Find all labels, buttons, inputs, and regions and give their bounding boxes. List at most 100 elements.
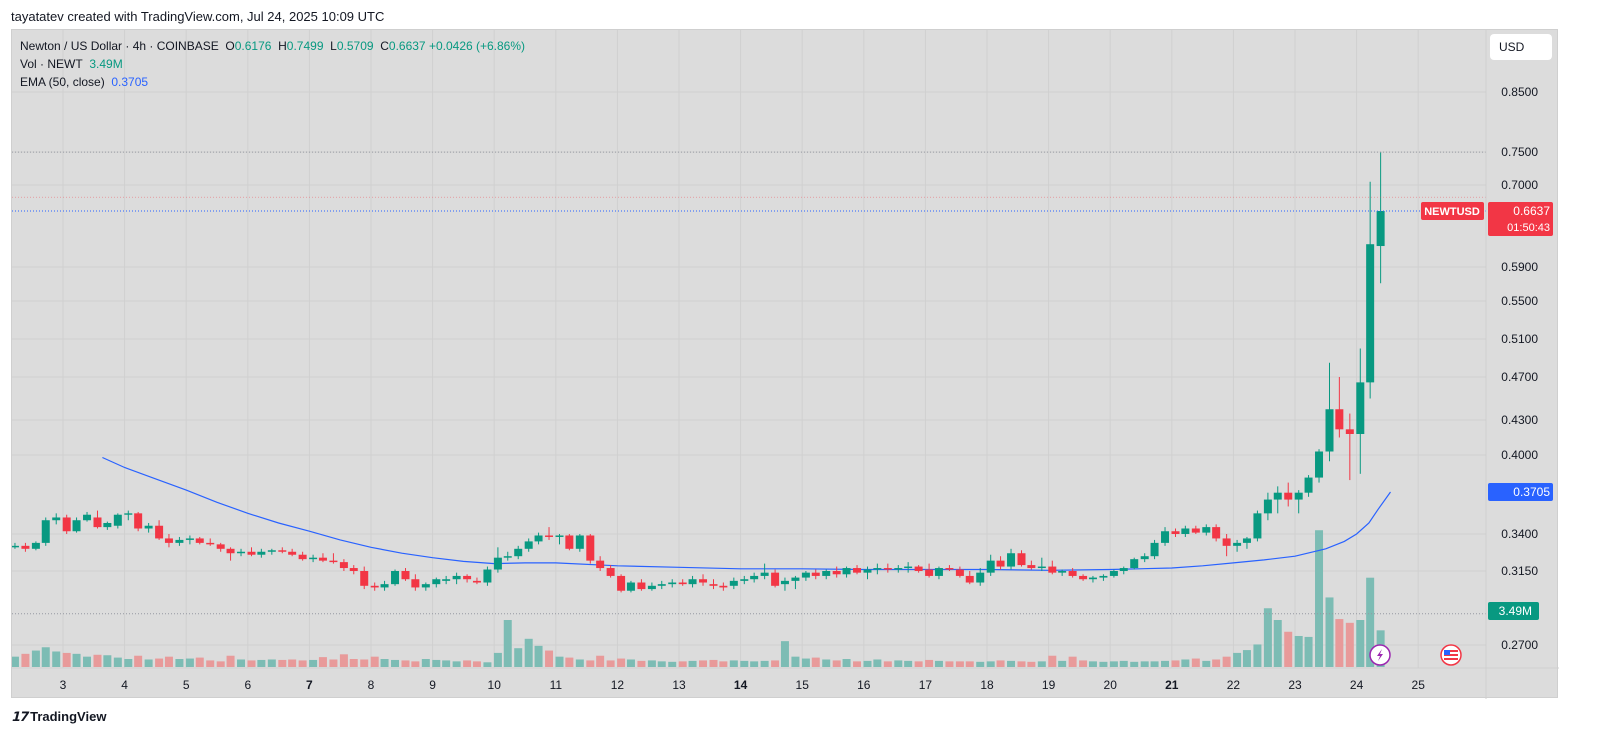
candle-body — [647, 585, 656, 590]
candle — [801, 571, 810, 581]
candle-body — [883, 568, 892, 570]
candle-body — [237, 551, 246, 554]
volume-bar — [1171, 660, 1180, 667]
candle-body — [257, 551, 266, 555]
candle — [1253, 510, 1262, 542]
candle-body — [503, 556, 512, 558]
volume-bar — [842, 659, 851, 667]
candle — [1088, 575, 1097, 583]
candle-body — [617, 575, 626, 591]
candle-body — [442, 579, 451, 581]
candle — [1356, 348, 1365, 474]
volume-bar — [432, 659, 441, 667]
volume-bar — [883, 661, 892, 667]
price-axis-label: 0.7500 — [1501, 145, 1538, 159]
time-axis-label: 23 — [1288, 678, 1302, 692]
candle-body — [21, 545, 30, 549]
candle-body — [493, 557, 502, 570]
volume-bar — [206, 660, 215, 667]
volume-bar — [257, 659, 266, 667]
currency-button[interactable]: USD — [1490, 34, 1552, 60]
candle — [134, 511, 143, 532]
candle-body — [1273, 492, 1282, 500]
volume-bar — [144, 659, 153, 667]
candle-body — [206, 542, 215, 545]
volume-bar — [267, 659, 276, 667]
candle — [822, 569, 831, 580]
volume-bar — [380, 659, 389, 667]
candle — [62, 514, 71, 534]
candle-body — [62, 517, 71, 532]
candle — [1048, 560, 1057, 575]
candle-body — [216, 544, 225, 549]
volume-bar — [791, 656, 800, 667]
volume-bar — [1273, 620, 1282, 667]
chart-pane[interactable]: 0.8500 0.7500 0.7000 0.5900 0.5500 0.5100 0.47… — [11, 29, 1559, 699]
candle-body — [226, 548, 235, 554]
volume-bar — [472, 661, 481, 667]
time-axis-label: 22 — [1227, 678, 1241, 692]
candle — [1027, 560, 1036, 570]
candle-body — [1058, 571, 1067, 573]
time-axis-label: 14 — [734, 678, 748, 692]
candle — [309, 554, 318, 563]
candle — [1233, 539, 1242, 552]
time-axis[interactable]: 3 4 5 6 7 8 9 10 11 12 13 14 15 16 17 18 19 20 21 22 23 24 25 — [12, 667, 1559, 692]
candle — [780, 577, 789, 591]
candle-body — [606, 568, 615, 576]
us-flag-icon[interactable] — [1440, 644, 1462, 666]
volume-bar — [72, 653, 81, 667]
volume-bar — [904, 660, 913, 667]
legend-ema[interactable]: EMA (50, close) 0.3705 — [20, 75, 148, 89]
candle — [760, 563, 769, 580]
volume-bar — [370, 656, 379, 667]
candle-body — [1109, 571, 1118, 576]
candle-body — [914, 566, 923, 571]
time-axis-label: 21 — [1165, 678, 1179, 692]
volume-bar — [1037, 661, 1046, 667]
legend-ema-label: EMA (50, close) — [20, 75, 105, 89]
candle — [1202, 524, 1211, 536]
volume-bar — [226, 655, 235, 667]
candle — [1079, 574, 1088, 581]
candle-body — [164, 538, 173, 543]
candle-body — [524, 541, 533, 549]
candle — [914, 565, 923, 573]
volume-bar — [483, 662, 492, 667]
candle-body — [873, 568, 882, 570]
price-axis-label: 0.4700 — [1501, 370, 1538, 384]
candle-body — [1099, 575, 1108, 578]
candle — [565, 534, 574, 551]
candle-body — [1017, 553, 1026, 566]
volume-bar — [1119, 660, 1128, 667]
lightning-icon[interactable] — [1369, 644, 1391, 666]
volume-bar — [237, 659, 246, 667]
candle-body — [1212, 527, 1221, 539]
candle-body — [709, 584, 718, 586]
candle — [678, 579, 687, 586]
volume-bar — [309, 659, 318, 667]
candle-body — [1356, 382, 1365, 434]
candle-body — [1150, 542, 1159, 557]
volume-bar — [976, 661, 985, 667]
candle-body — [134, 513, 143, 529]
legend-low-label: L — [330, 39, 337, 53]
candle — [421, 582, 430, 591]
candle-body — [586, 535, 595, 561]
price-axis-label: 0.2700 — [1501, 638, 1538, 652]
candle — [1335, 377, 1344, 438]
price-axis[interactable]: 0.8500 0.7500 0.7000 0.5900 0.5500 0.5100 0.47… — [1485, 30, 1538, 699]
candle-body — [83, 514, 92, 521]
price-chart[interactable]: 0.8500 0.7500 0.7000 0.5900 0.5500 0.5100 0.47… — [12, 30, 1559, 699]
legend-volume[interactable]: Vol · NEWT 3.49M — [20, 57, 123, 71]
candle — [175, 536, 184, 546]
tradingview-logo-icon: 𝟭𝟳 — [11, 709, 28, 724]
volume-bar — [1181, 659, 1190, 667]
candle-body — [463, 575, 472, 580]
tradingview-logo[interactable]: 𝟭𝟳 TradingView — [11, 709, 106, 725]
candle-body — [309, 557, 318, 560]
time-axis-label: 11 — [550, 678, 563, 692]
volume-bar — [801, 658, 810, 667]
volume-bar — [596, 655, 605, 667]
price-axis-label: 0.4300 — [1501, 413, 1538, 427]
